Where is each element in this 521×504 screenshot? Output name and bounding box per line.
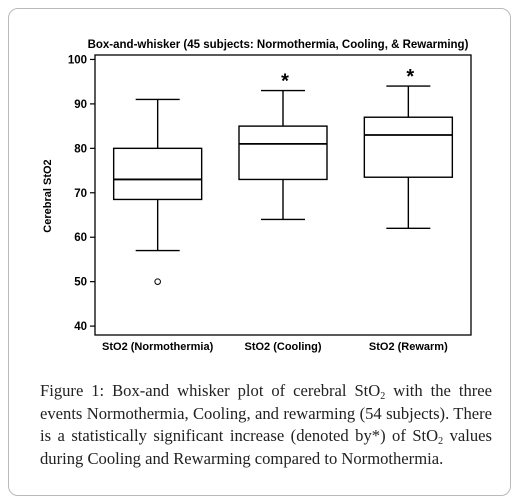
boxes: * *	[112, 66, 454, 285]
caption-text-2: with the three events Normothermia, Cool…	[40, 381, 492, 445]
x-tick-label: StO2 (Normothermia)	[102, 341, 214, 353]
y-tick-label: 80	[74, 143, 87, 155]
box-1	[112, 98, 203, 285]
x-axis-labels: StO2 (Normothermia) StO2 (Cooling) StO2 (R…	[102, 341, 448, 353]
figure-label: Figure 1:	[40, 381, 105, 400]
y-tick-label: 60	[74, 232, 87, 244]
y-tick-label: 50	[74, 277, 87, 289]
significance-marker: *	[406, 66, 414, 88]
box-3: *	[363, 66, 454, 230]
x-tick-label: StO2 (Rewarm)	[369, 341, 448, 353]
box-plot-chart: Box-and-whisker (45 subjects: Normotherm…	[42, 39, 472, 353]
caption-text-3: values during Cooling and Rewarming comp…	[40, 426, 493, 468]
y-axis-ticks: 40 50 60 70 80 90 100	[68, 54, 95, 333]
caption-text-1: Box-and whisker plot of cerebral StO	[104, 381, 381, 400]
interquartile-box	[238, 125, 328, 181]
y-tick-label: 100	[68, 54, 87, 66]
caption-subscript-1: 2	[380, 391, 386, 402]
figure-frame	[8, 8, 511, 496]
y-tick-label: 40	[74, 321, 87, 333]
x-tick-label: StO2 (Cooling)	[245, 341, 322, 353]
box-2: *	[238, 71, 328, 221]
interquartile-box	[363, 116, 454, 178]
y-tick-label: 90	[74, 99, 87, 111]
y-axis-label: Cerebral StO2	[42, 159, 54, 232]
significance-marker: *	[281, 71, 289, 93]
outlier-point	[154, 278, 161, 285]
chart-title: Box-and-whisker (45 subjects: Normotherm…	[88, 39, 469, 51]
plot-area	[94, 54, 472, 336]
interquartile-box	[112, 147, 203, 201]
caption-subscript-2: 2	[438, 436, 444, 447]
y-tick-label: 70	[74, 188, 87, 200]
figure-caption: Figure 1: Box-and whisker plot of cerebr…	[40, 380, 492, 470]
